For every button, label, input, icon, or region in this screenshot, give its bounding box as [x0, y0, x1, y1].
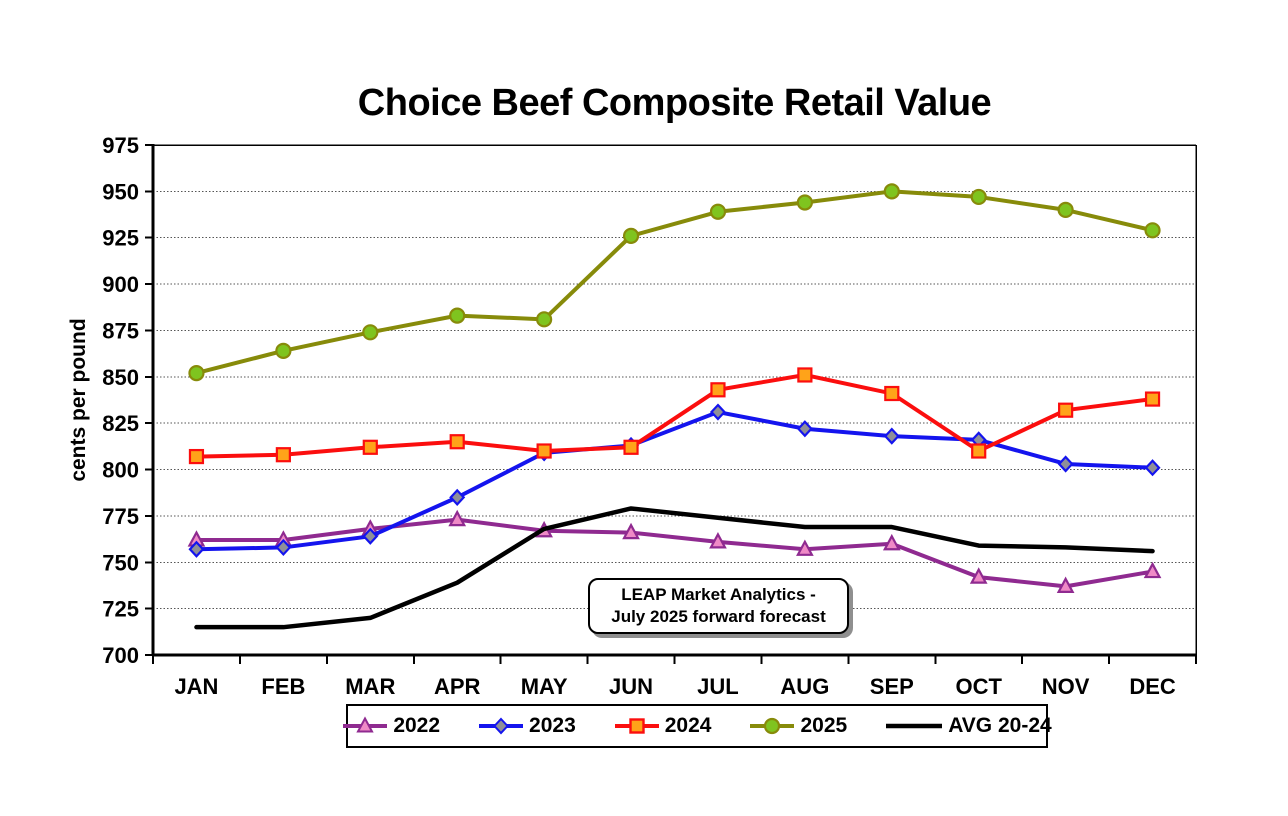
series-line-avg-20-24 — [194, 506, 1155, 630]
series-2025-oct-marker — [970, 188, 987, 206]
legend-item-2022: 2022 — [342, 714, 440, 738]
series-2022-oct-marker — [969, 567, 988, 584]
y-tick-label-800: 800 — [102, 458, 139, 483]
series-2023-nov-marker — [1057, 455, 1074, 473]
series-2022-apr-marker — [448, 509, 467, 527]
x-tick-label-oct: OCT — [955, 674, 1002, 699]
legend-diamond-icon — [479, 717, 524, 735]
series-2025-dec-marker — [1144, 222, 1161, 239]
series-2024-oct-marker — [971, 443, 987, 459]
series-2022-jul-marker — [709, 532, 727, 549]
legend: 2022 2023 2024 2025 AVG 20-24 — [343, 704, 1052, 748]
legend-circle-icon — [750, 717, 795, 735]
x-tick-label-sep: SEP — [870, 674, 914, 699]
legend-item-2024: 2024 — [614, 714, 712, 738]
series-2025-feb-marker — [275, 342, 292, 359]
series-line-2023 — [194, 410, 1155, 552]
series-2024-apr-marker — [449, 434, 465, 450]
x-tick-label-mar: MAR — [345, 674, 395, 699]
series-2024-mar-marker — [362, 439, 378, 455]
chart-title: Choice Beef Composite Retail Value — [357, 82, 992, 124]
series-2024-jun-marker — [623, 439, 639, 455]
x-tick-label-apr: APR — [434, 674, 481, 699]
y-tick-label-975: 975 — [102, 133, 139, 158]
series-line-2022 — [194, 517, 1155, 589]
series-2025-jul-marker — [709, 203, 727, 220]
y-tick-label-775: 775 — [102, 504, 139, 529]
series-line-2024 — [194, 372, 1155, 459]
series-2025-apr-marker — [449, 307, 466, 324]
series-2023-aug-marker — [796, 420, 813, 438]
y-tick-label-875: 875 — [102, 318, 139, 343]
series-2024-jan-marker — [188, 448, 205, 465]
series-2023-dec-marker — [1144, 459, 1161, 477]
series-2023-apr-marker — [449, 488, 466, 506]
series-2025-jun-marker — [622, 227, 640, 244]
forecast-annotation: LEAP Market Analytics - July 2025 forwar… — [588, 578, 849, 634]
series-2024-jul-marker — [710, 382, 726, 398]
legend-triangle-icon — [343, 716, 388, 733]
x-tick-label-feb: FEB — [261, 674, 305, 699]
y-tick-label-850: 850 — [102, 365, 139, 390]
series-2025-aug-marker — [796, 194, 813, 211]
series-2024-may-marker — [536, 443, 552, 459]
series-2022-aug-marker — [796, 539, 814, 556]
y-tick-label-825: 825 — [102, 411, 139, 436]
series-2025-mar-marker — [362, 324, 379, 341]
series-2022-nov-marker — [1056, 576, 1075, 593]
legend-marker-triangle — [356, 716, 374, 733]
series-line-2025 — [194, 189, 1155, 376]
x-tick-label-may: MAY — [521, 674, 568, 699]
legend-marker-diamond — [493, 717, 509, 735]
y-tick-label-950: 950 — [102, 179, 139, 204]
series-2024-sep-marker — [884, 385, 900, 402]
series-2022-jun-marker — [622, 522, 640, 540]
legend-label-2023: 2023 — [529, 714, 576, 737]
series-2022-dec-marker — [1143, 561, 1162, 579]
x-tick-label-nov: NOV — [1042, 674, 1090, 699]
legend-label-2024: 2024 — [664, 714, 712, 737]
x-tick-label-jun: JUN — [609, 674, 653, 699]
y-tick-label-725: 725 — [102, 597, 139, 622]
legend-line-icon — [886, 723, 943, 729]
series-2025-jan-marker — [188, 365, 205, 382]
x-tick-label-jan: JAN — [174, 674, 218, 699]
legend-marker-square — [629, 718, 645, 734]
legend-square-icon — [614, 718, 659, 734]
y-tick-label-900: 900 — [102, 272, 139, 297]
series-2025-may-marker — [536, 311, 553, 328]
y-tick-label-750: 750 — [102, 550, 139, 575]
series-2023-mar-marker — [362, 527, 379, 545]
series-2024-nov-marker — [1058, 402, 1074, 418]
forecast-annotation-line2: July 2025 forward forecast — [611, 607, 826, 626]
series-2023-feb-marker — [275, 538, 292, 557]
series-2023-jan-marker — [188, 540, 205, 558]
x-tick-label-dec: DEC — [1129, 674, 1176, 699]
y-tick-label-700: 700 — [102, 643, 139, 668]
series-2023-jul-marker — [709, 403, 726, 421]
legend-item-2023: 2023 — [478, 714, 576, 738]
legend-item-2025: 2025 — [749, 714, 847, 738]
series-2024-feb-marker — [275, 447, 291, 463]
legend-label-2025: 2025 — [800, 714, 848, 737]
series-2023-sep-marker — [883, 427, 900, 445]
forecast-annotation-line1: LEAP Market Analytics - — [621, 584, 816, 604]
legend-label-2022: 2022 — [393, 714, 441, 737]
series-2024-dec-marker — [1144, 391, 1161, 407]
series-2024-aug-marker — [797, 367, 813, 383]
series-2025-nov-marker — [1057, 201, 1074, 219]
legend-item-avg-20-24: AVG 20-24 — [885, 714, 1052, 738]
series-2025-sep-marker — [883, 183, 900, 200]
x-tick-label-aug: AUG — [780, 674, 829, 699]
series-2022-sep-marker — [882, 533, 901, 551]
legend-label-avg-20-24: AVG 20-24 — [948, 714, 1052, 737]
x-tick-label-jul: JUL — [697, 674, 739, 699]
y-tick-label-925: 925 — [102, 226, 139, 251]
legend-marker-circle — [764, 717, 781, 735]
